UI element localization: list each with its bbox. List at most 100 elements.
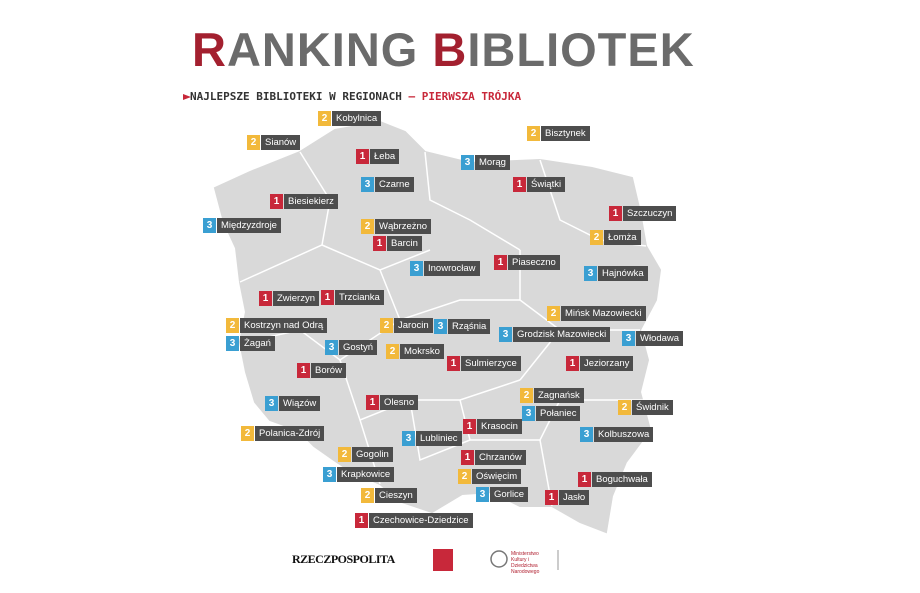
place-label: 3 Inowrocław — [410, 261, 480, 276]
place-name: Szczuczyn — [623, 206, 677, 221]
place-label: 2 Mokrsko — [386, 344, 444, 359]
rank-badge: 3 — [434, 319, 447, 334]
place-name: Kolbuszowa — [594, 427, 654, 442]
rank-badge: 3 — [325, 340, 338, 355]
place-label: 3 Żagań — [226, 336, 275, 351]
place-name: Chrzanów — [475, 450, 526, 465]
rank-badge: 3 — [622, 331, 635, 346]
place-label: 2 Świdnik — [618, 400, 673, 415]
place-name: Sulmierzyce — [461, 356, 521, 371]
subtitle-part: NAJLEPSZE BIBLIOTEKI W REGIONACH — [190, 90, 409, 103]
rank-badge: 3 — [580, 427, 593, 442]
rank-badge: 1 — [494, 255, 507, 270]
place-label: 1 Chrzanów — [461, 450, 526, 465]
rank-badge: 1 — [297, 363, 310, 378]
rank-badge: 2 — [590, 230, 603, 245]
place-label: 1 Piaseczno — [494, 255, 560, 270]
place-label: 2 Oświęcim — [458, 469, 522, 484]
place-name: Kostrzyn nad Odrą — [240, 318, 328, 333]
place-name: Świątki — [527, 177, 566, 192]
place-name: Połaniec — [536, 406, 581, 421]
place-label: 3 Włodawa — [622, 331, 684, 346]
place-label: 2 Cieszyn — [361, 488, 417, 503]
place-name: Czechowice-Dziedzice — [369, 513, 473, 528]
title-part: B — [432, 23, 468, 76]
rank-badge: 1 — [461, 450, 474, 465]
rank-badge: 1 — [355, 513, 368, 528]
place-name: Inowrocław — [424, 261, 480, 276]
rank-badge: 3 — [226, 336, 239, 351]
place-label: 2 Jarocin — [380, 318, 433, 333]
rank-badge: 1 — [321, 290, 334, 305]
place-label: 1 Boguchwała — [578, 472, 652, 487]
rank-badge: 2 — [618, 400, 631, 415]
place-name: Cieszyn — [375, 488, 417, 503]
place-name: Zwierzyn — [273, 291, 320, 306]
place-name: Borów — [311, 363, 346, 378]
logo-eagle — [490, 550, 508, 568]
place-name: Rząśnia — [448, 319, 491, 334]
place-name: Zagnańsk — [534, 388, 584, 403]
rank-badge: 3 — [461, 155, 474, 170]
place-label: 3 Gostyń — [325, 340, 378, 355]
place-label: 3 Krapkowice — [323, 467, 395, 482]
place-label: 1 Łeba — [356, 149, 400, 164]
rank-badge: 3 — [584, 266, 597, 281]
place-label: 1 Szczuczyn — [609, 206, 677, 221]
rank-badge: 1 — [513, 177, 526, 192]
place-label: 1 Sulmierzyce — [447, 356, 521, 371]
place-label: 3 Rząśnia — [434, 319, 491, 334]
place-label: 1 Jasło — [545, 490, 590, 505]
rank-badge: 1 — [366, 395, 379, 410]
place-name: Mokrsko — [400, 344, 444, 359]
place-label: 1 Czechowice-Dziedzice — [355, 513, 473, 528]
place-name: Piaseczno — [508, 255, 560, 270]
place-label: 2 Łomża — [590, 230, 641, 245]
place-label: 2 Wąbrzeżno — [361, 219, 432, 234]
place-name: Wąbrzeżno — [375, 219, 432, 234]
place-name: Hajnówka — [598, 266, 648, 281]
place-name: Gorlice — [490, 487, 529, 502]
place-name: Jasło — [559, 490, 590, 505]
place-label: 1 Biesiekierz — [270, 194, 338, 209]
place-name: Międzyzdroje — [217, 218, 281, 233]
place-name: Morąg — [475, 155, 510, 170]
place-name: Grodzisk Mazowiecki — [513, 327, 611, 342]
rank-badge: 2 — [386, 344, 399, 359]
place-name: Sianów — [261, 135, 301, 150]
place-label: 3 Połaniec — [522, 406, 581, 421]
rank-badge: 1 — [447, 356, 460, 371]
logo-badge — [433, 549, 453, 571]
rank-badge: 1 — [609, 206, 622, 221]
place-name: Gostyń — [339, 340, 378, 355]
rank-badge: 3 — [499, 327, 512, 342]
rank-badge: 3 — [522, 406, 535, 421]
rank-badge: 2 — [520, 388, 533, 403]
place-name: Jeziorzany — [580, 356, 634, 371]
place-label: 3 Czarne — [361, 177, 414, 192]
rank-badge: 2 — [527, 126, 540, 141]
rank-badge: 3 — [361, 177, 374, 192]
rank-badge: 1 — [463, 419, 476, 434]
rank-badge: 2 — [241, 426, 254, 441]
place-name: Lubliniec — [416, 431, 462, 446]
place-label: 2 Kobylnica — [318, 111, 382, 126]
place-label: 3 Hajnówka — [584, 266, 648, 281]
place-label: 3 Lubliniec — [402, 431, 462, 446]
place-label: 2 Gogolin — [338, 447, 393, 462]
rank-badge: 3 — [203, 218, 216, 233]
rank-badge: 3 — [265, 396, 278, 411]
place-name: Oświęcim — [472, 469, 522, 484]
place-name: Gogolin — [352, 447, 393, 462]
rank-badge: 2 — [318, 111, 331, 126]
title-part: ANKING — [226, 23, 433, 76]
rank-badge: 2 — [458, 469, 471, 484]
place-name: Krapkowice — [337, 467, 395, 482]
rank-badge: 3 — [476, 487, 489, 502]
place-name: Biesiekierz — [284, 194, 338, 209]
place-label: 2 Sianów — [247, 135, 301, 150]
subtitle-part: – PIERWSZA TRÓJKA — [408, 90, 522, 103]
place-label: 1 Jeziorzany — [566, 356, 634, 371]
place-label: 2 Kostrzyn nad Odrą — [226, 318, 328, 333]
place-name: Boguchwała — [592, 472, 652, 487]
